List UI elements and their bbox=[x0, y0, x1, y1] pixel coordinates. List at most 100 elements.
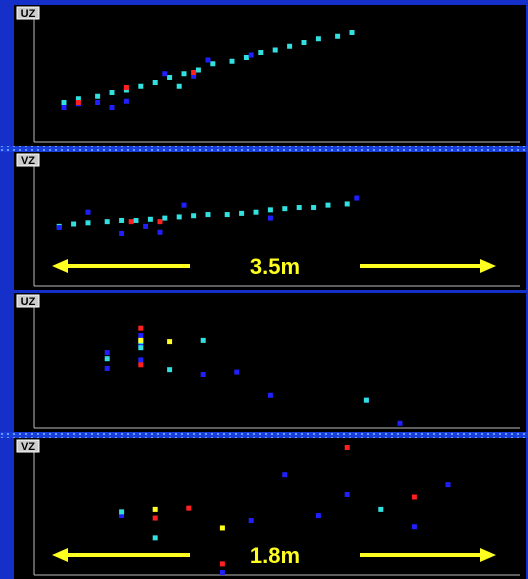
arrow-head bbox=[480, 548, 496, 562]
point bbox=[104, 365, 110, 371]
arrow-head bbox=[52, 259, 68, 273]
point bbox=[344, 492, 350, 498]
point bbox=[195, 67, 201, 73]
point bbox=[152, 535, 158, 541]
point bbox=[162, 215, 168, 221]
point bbox=[104, 350, 110, 356]
point bbox=[354, 195, 360, 201]
point bbox=[147, 216, 153, 222]
point bbox=[200, 337, 206, 343]
point bbox=[191, 70, 197, 75]
point bbox=[75, 96, 81, 102]
point bbox=[397, 420, 403, 426]
point bbox=[224, 212, 230, 218]
point bbox=[167, 75, 173, 80]
divider bbox=[0, 432, 528, 438]
label-box bbox=[16, 294, 40, 308]
point bbox=[181, 71, 187, 77]
point bbox=[301, 40, 307, 45]
point bbox=[176, 83, 182, 89]
point bbox=[152, 515, 158, 521]
point bbox=[123, 98, 129, 104]
panel-title: VZ bbox=[21, 155, 35, 167]
point bbox=[152, 506, 158, 512]
point bbox=[138, 362, 144, 368]
point bbox=[272, 47, 278, 53]
panel-title: UZ bbox=[21, 8, 36, 20]
point bbox=[167, 339, 173, 345]
point bbox=[445, 482, 451, 488]
point bbox=[123, 85, 129, 90]
point bbox=[411, 494, 417, 500]
point bbox=[152, 80, 158, 85]
point bbox=[191, 213, 197, 219]
point bbox=[234, 369, 240, 375]
point bbox=[95, 93, 101, 99]
point bbox=[143, 223, 149, 229]
label-box bbox=[16, 153, 40, 167]
point bbox=[210, 61, 216, 67]
label-box bbox=[16, 6, 40, 20]
point bbox=[282, 472, 288, 478]
point bbox=[138, 345, 144, 351]
point bbox=[411, 524, 417, 530]
point bbox=[229, 58, 235, 64]
point bbox=[267, 215, 273, 221]
point bbox=[104, 219, 110, 225]
point bbox=[119, 230, 125, 236]
annotation: 3.5m bbox=[250, 254, 300, 279]
point bbox=[133, 217, 139, 223]
point bbox=[325, 202, 331, 208]
point bbox=[258, 50, 264, 55]
point bbox=[109, 105, 115, 110]
point bbox=[157, 219, 163, 225]
distance-arrow bbox=[52, 548, 496, 562]
point bbox=[344, 444, 350, 450]
point bbox=[85, 220, 91, 226]
point bbox=[119, 217, 125, 223]
point bbox=[287, 43, 293, 49]
arrow-head bbox=[480, 259, 496, 273]
point bbox=[138, 337, 144, 343]
point bbox=[95, 100, 101, 105]
point bbox=[128, 219, 134, 225]
point bbox=[56, 225, 62, 231]
point bbox=[253, 209, 259, 215]
point bbox=[104, 356, 110, 362]
point bbox=[167, 367, 173, 373]
point bbox=[138, 83, 144, 89]
point bbox=[138, 357, 144, 363]
point bbox=[119, 513, 125, 519]
plot-background bbox=[14, 5, 526, 146]
point bbox=[191, 73, 197, 79]
point bbox=[267, 207, 273, 213]
point bbox=[205, 212, 211, 218]
point bbox=[315, 36, 321, 42]
point bbox=[157, 229, 163, 235]
point bbox=[248, 52, 254, 58]
point bbox=[75, 100, 81, 105]
point bbox=[119, 509, 125, 515]
point bbox=[205, 57, 211, 63]
point bbox=[219, 570, 225, 576]
label-box bbox=[16, 439, 40, 453]
point bbox=[186, 505, 192, 511]
point bbox=[138, 333, 144, 338]
point bbox=[219, 561, 225, 567]
point bbox=[248, 518, 254, 524]
point bbox=[109, 90, 115, 95]
point bbox=[61, 100, 67, 105]
point bbox=[176, 214, 182, 220]
distance-arrow bbox=[52, 259, 496, 273]
divider bbox=[0, 146, 528, 152]
point bbox=[61, 105, 67, 110]
point bbox=[200, 372, 206, 378]
annotation: 1.8m bbox=[250, 543, 300, 568]
point bbox=[243, 55, 249, 60]
panel-title: UZ bbox=[21, 296, 36, 308]
point bbox=[71, 221, 77, 227]
point bbox=[282, 206, 288, 212]
point bbox=[85, 209, 91, 215]
point bbox=[239, 210, 245, 216]
